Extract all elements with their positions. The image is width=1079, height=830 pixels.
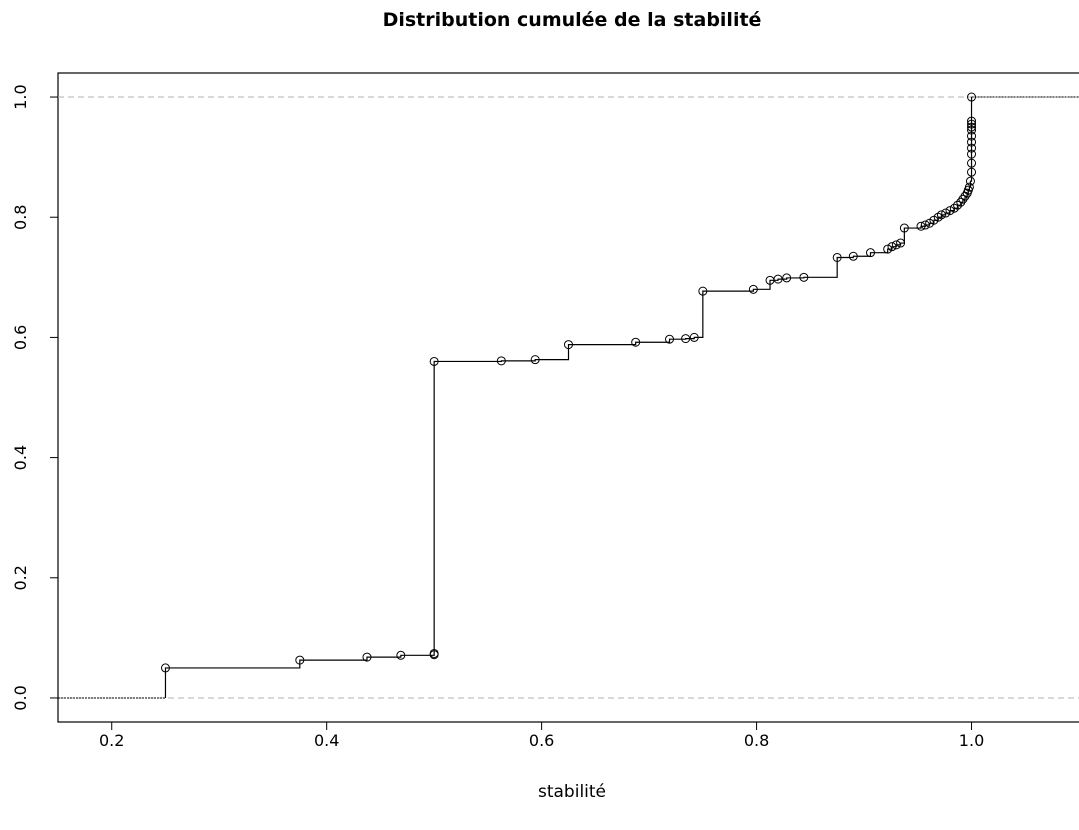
ecdf-point [896,238,906,248]
chart-title: Distribution cumulée de la stabilité [383,9,762,31]
ecdf-point [160,663,170,673]
ecdf-point [967,149,977,159]
ecdf-point [631,337,641,347]
ecdf-point [933,212,943,222]
ecdf-point [920,220,930,230]
ecdf-point [362,652,372,662]
ecdf-point [967,137,977,147]
ecdf-point [773,274,783,284]
ecdf-point [429,356,439,366]
ecdf-point [681,334,691,344]
x-tick-label: 1.0 [959,731,984,750]
ecdf-step-line [164,97,973,698]
ecdf-point [953,200,963,210]
x-tick-label: 0.8 [744,731,769,750]
ecdf-point [956,197,966,207]
y-tick-label: 0.6 [11,325,30,350]
ecdf-point [967,167,977,177]
ecdf-point [782,273,792,283]
ecdf-point [887,242,897,252]
ecdf-point [866,248,876,258]
ecdf-point [967,125,977,135]
ecdf-point [891,240,901,250]
ecdf-point [698,286,708,296]
ecdf-point [949,203,959,213]
ecdf-point [848,251,858,261]
ecdf-point [967,131,977,141]
plot-area: 0.2 0.4 0.6 0.8 1.0 0.0 0.2 0.4 0.6 0.8 1.0 [11,72,1079,750]
y-tick-label: 0.8 [11,204,30,229]
ecdf-point [958,194,968,204]
x-tick-label: 0.4 [314,731,339,750]
ecdf-point [689,332,699,342]
ecdf-point [665,334,675,344]
ecdf-point [295,655,305,665]
ecdf-point [916,221,926,231]
ecdf-point [945,206,955,216]
ecdf-point [967,143,977,153]
x-tick-label: 0.6 [529,731,554,750]
ecdf-point [748,284,758,294]
ecdf-point [530,355,540,365]
ecdf-point [967,158,977,168]
ecdf-point [965,176,975,186]
ecdf-point [964,182,974,192]
ecdf-point [899,223,909,233]
y-tick-label: 1.0 [11,84,30,109]
x-tick-label: 0.2 [99,731,124,750]
ecdf-point [429,648,439,658]
ecdf-point [936,210,946,220]
y-tick-label: 0.4 [11,445,30,470]
x-axis-label: stabilité [538,782,606,802]
y-tick-label: 0.2 [11,565,30,590]
plot-frame [57,72,1079,723]
ecdf-point [967,116,977,126]
ecdf-point [967,122,977,132]
ecdf-point [941,208,951,218]
ecdf-point [799,272,809,282]
ecdf-point [396,650,406,660]
y-tick-label: 0.0 [11,685,30,710]
ecdf-point [496,356,506,366]
ecdf-point [967,92,977,102]
ecdf-point [967,119,977,129]
ecdf-point [832,252,842,262]
ecdf-point [883,244,893,254]
ecdf-point [564,340,573,350]
